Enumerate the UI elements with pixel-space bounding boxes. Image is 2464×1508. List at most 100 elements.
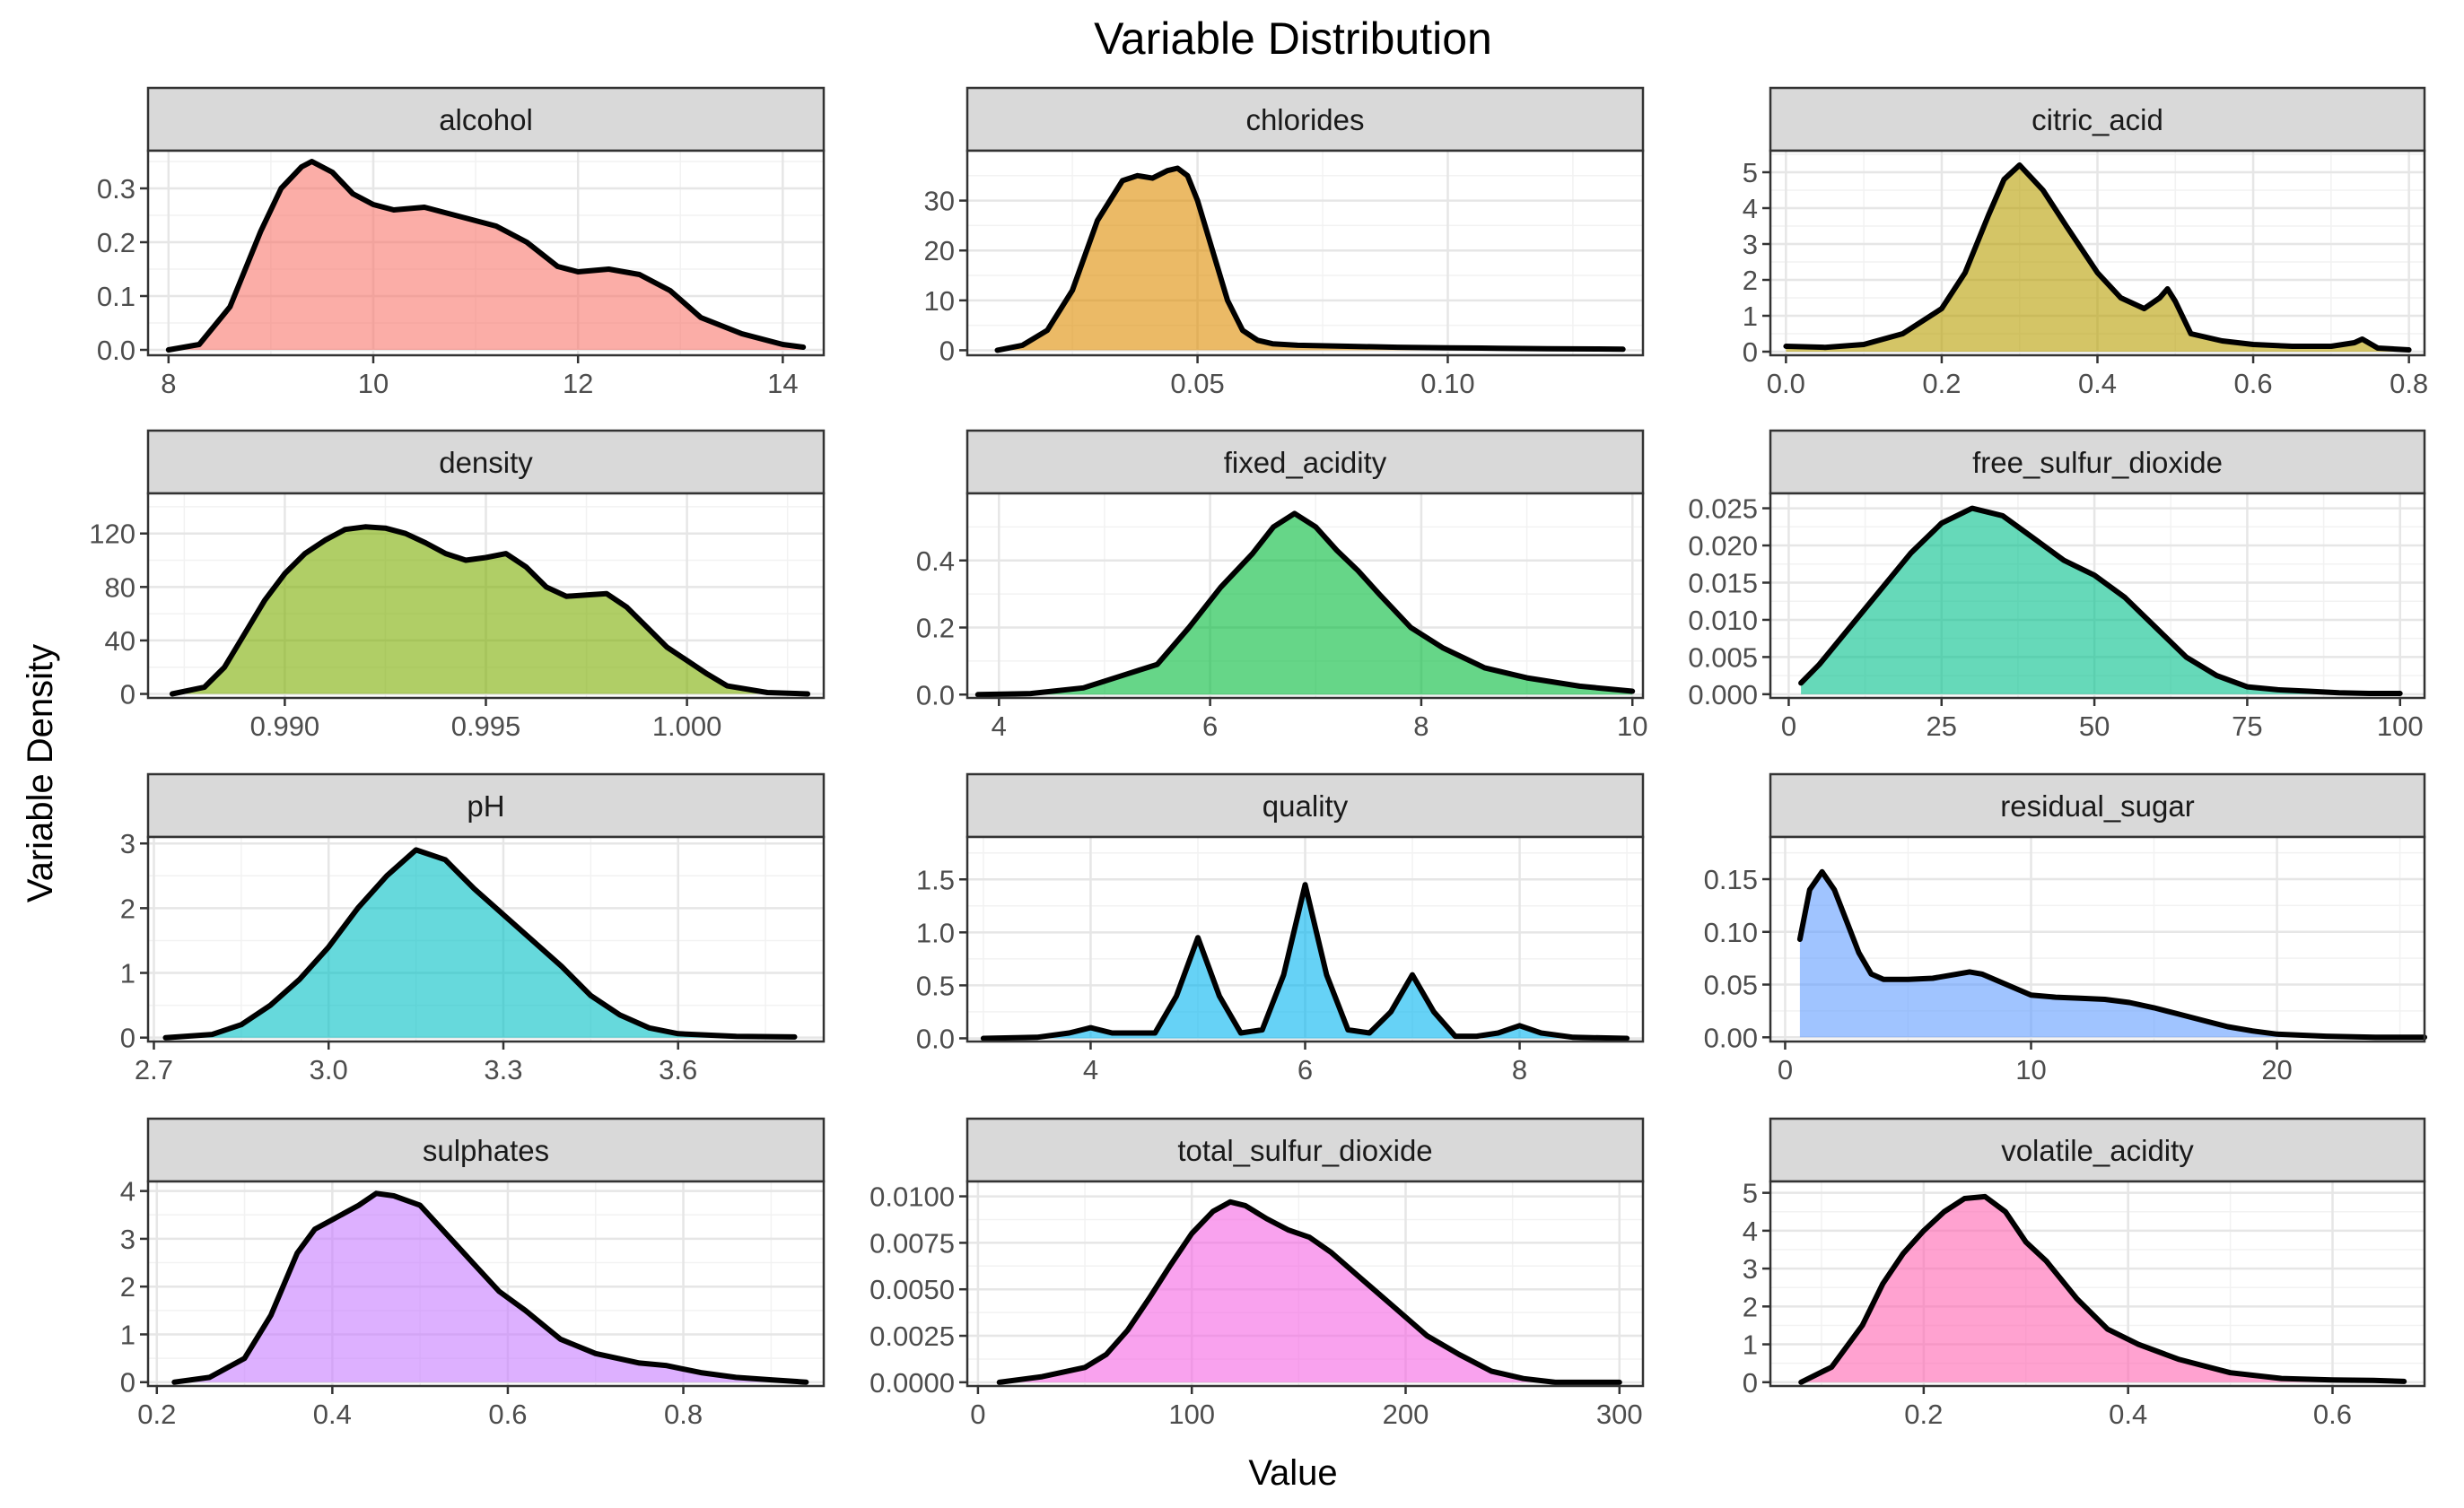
- panel-border: [1769, 1180, 2426, 1388]
- x-tick-label: 12: [563, 368, 593, 399]
- density-line-volatile-acidity: [1798, 1193, 2407, 1385]
- y-tick-label: 2: [1743, 265, 1758, 296]
- x-tick-label: 0.995: [451, 710, 521, 742]
- y-tick-label: 0.1: [97, 281, 135, 312]
- panel-chlorides: chlorides 0.05 0.10 0 10 20 30: [924, 86, 1645, 399]
- y-tick-label: 3: [120, 1224, 135, 1255]
- x-tick-label: 0: [970, 1399, 985, 1430]
- x-tick-label: 8: [1413, 710, 1429, 742]
- strip-quality: [966, 772, 1645, 839]
- y-tick-label: 0.2: [916, 613, 955, 644]
- x-tick-label: 4: [1083, 1054, 1098, 1085]
- density-line-citric-acid: [1783, 162, 2412, 353]
- y-tick-label: 40: [105, 625, 135, 657]
- density-line-residual-sugar: [1796, 868, 2427, 1041]
- strip-label: fixed_acidity: [1224, 446, 1387, 479]
- y-tick-label: 4: [120, 1176, 135, 1207]
- x-tick-label: 8: [1512, 1054, 1527, 1085]
- x-tick-label: 75: [2232, 710, 2262, 742]
- y-tick-label: 0: [1743, 336, 1758, 368]
- x-tick-label: 0.8: [2390, 368, 2428, 399]
- density-line-total-sulfur-dioxide: [996, 1199, 1622, 1385]
- panel-border: [146, 835, 826, 1043]
- strip-label: free_sulfur_dioxide: [1972, 446, 2223, 479]
- y-tick-label: 2: [120, 1271, 135, 1303]
- y-tick-label: 0.000: [1688, 679, 1758, 710]
- x-tick-label: 4: [992, 710, 1007, 742]
- x-tick-label: 6: [1298, 1054, 1313, 1085]
- y-tick-label: 0.020: [1688, 530, 1758, 562]
- x-tick-label: 6: [1202, 710, 1218, 742]
- x-tick-label: 100: [1168, 1399, 1215, 1430]
- y-tick-label: 0.05: [1704, 970, 1758, 1001]
- y-tick-label: 4: [1743, 1216, 1758, 1247]
- y-tick-label: 3: [1743, 229, 1758, 260]
- y-tick-label: 1: [1743, 1329, 1758, 1361]
- x-tick-label: 50: [2079, 710, 2110, 742]
- strip-citric-acid: [1769, 86, 2426, 153]
- panel-quality: quality 4 6 8 0.0 0.5 1.0 1.5: [916, 772, 1645, 1085]
- x-tick-label: 0.4: [2109, 1399, 2147, 1430]
- x-tick-label: 10: [2015, 1054, 2046, 1085]
- y-tick-label: 0.5: [916, 970, 955, 1001]
- density-area-quality: [983, 885, 1628, 1039]
- panel-border: [966, 149, 1645, 357]
- strip-label: residual_sugar: [2000, 789, 2194, 823]
- x-tick-label: 3.0: [310, 1054, 348, 1085]
- density-line-quality: [980, 882, 1630, 1042]
- density-area-residual-sugar: [1799, 871, 2425, 1038]
- x-tick-label: 10: [1617, 710, 1647, 742]
- strip-free-sulfur-dioxide: [1769, 429, 2426, 495]
- panel-residual-sugar: residual_sugar 0 10 20 0.00 0.05 0.10 0.15: [1704, 772, 2427, 1085]
- density-area-free-sulfur-dioxide: [1801, 508, 2400, 694]
- strip-label: quality: [1263, 789, 1349, 823]
- strip-label: total_sulfur_dioxide: [1177, 1134, 1432, 1167]
- density-line-sulphates: [171, 1190, 809, 1385]
- panel-border: [966, 1180, 1645, 1388]
- panel-border: [966, 492, 1645, 700]
- y-tick-label: 1.0: [916, 917, 955, 948]
- x-tick-label: 3.3: [484, 1054, 522, 1085]
- strip-label: chlorides: [1245, 103, 1364, 136]
- y-tick-label: 2: [1743, 1291, 1758, 1322]
- panel-border: [146, 1180, 826, 1388]
- density-area-volatile-acidity: [1801, 1196, 2405, 1382]
- y-tick-label: 0.15: [1704, 864, 1758, 895]
- panel-free-sulfur-dioxide: free_sulfur_dioxide 0 25 50 75 100 0.000 0.005 0…: [1688, 429, 2426, 742]
- strip-label: pH: [467, 789, 504, 823]
- y-tick-label: 0: [939, 335, 955, 366]
- y-tick-label: 0: [1743, 1367, 1758, 1399]
- x-tick-label: 14: [767, 368, 798, 399]
- y-tick-label: 1: [120, 1319, 135, 1350]
- x-tick-label: 0.2: [137, 1399, 176, 1430]
- strip-residual-sugar: [1769, 772, 2426, 839]
- x-tick-label: 0.4: [313, 1399, 352, 1430]
- y-tick-label: 3: [120, 828, 135, 859]
- x-tick-label: 0.8: [664, 1399, 703, 1430]
- panel-sulphates: sulphates 0.2 0.4 0.6 0.8 0 1 2 3 4: [120, 1117, 826, 1430]
- y-tick-label: 120: [89, 519, 135, 550]
- density-area-sulphates: [174, 1193, 807, 1382]
- y-axis-title: Variable Density: [21, 644, 60, 902]
- x-tick-label: 300: [1596, 1399, 1643, 1430]
- y-tick-label: 1: [120, 958, 135, 989]
- density-area-citric-acid: [1786, 165, 2409, 352]
- y-tick-label: 0: [120, 1023, 135, 1054]
- y-tick-label: 0.4: [916, 545, 955, 577]
- y-tick-label: 0.0: [916, 679, 955, 710]
- y-tick-label: 2: [120, 893, 135, 924]
- y-tick-label: 0.0100: [869, 1181, 955, 1213]
- y-tick-label: 80: [105, 571, 135, 603]
- y-tick-label: 0.3: [97, 173, 135, 205]
- y-tick-label: 0.015: [1688, 567, 1758, 598]
- y-tick-label: 0.0025: [869, 1321, 955, 1352]
- y-tick-label: 0.005: [1688, 641, 1758, 673]
- x-tick-label: 200: [1383, 1399, 1429, 1430]
- density-line-chlorides: [994, 165, 1626, 353]
- x-tick-label: 3.6: [659, 1054, 697, 1085]
- density-area-total-sulfur-dioxide: [999, 1201, 1620, 1382]
- x-tick-label: 0.0: [1767, 368, 1805, 399]
- y-tick-label: 5: [1743, 1178, 1758, 1209]
- x-tick-label: 100: [2377, 710, 2424, 742]
